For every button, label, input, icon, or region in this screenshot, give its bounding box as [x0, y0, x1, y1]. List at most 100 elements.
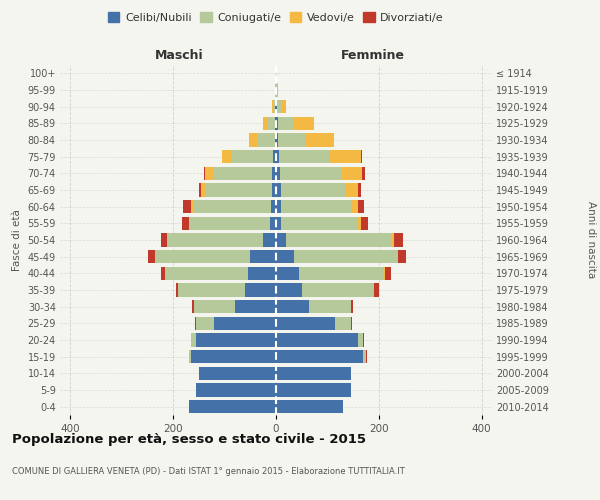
Bar: [176, 284, 178, 296]
Bar: [148, 250, 155, 264]
Bar: [275, 134, 276, 146]
Bar: [392, 234, 394, 246]
Bar: [276, 84, 277, 96]
Bar: [248, 266, 276, 280]
Bar: [201, 184, 205, 196]
Bar: [364, 350, 366, 364]
Bar: [167, 234, 168, 246]
Bar: [397, 250, 398, 264]
Bar: [155, 250, 250, 264]
Bar: [276, 250, 294, 264]
Bar: [196, 384, 276, 396]
Bar: [374, 284, 379, 296]
Bar: [196, 316, 214, 330]
Legend: Celibi/Nubili, Coniugati/e, Vedovi/e, Divorziati/e: Celibi/Nubili, Coniugati/e, Vedovi/e, Di…: [104, 8, 448, 28]
Bar: [222, 150, 232, 164]
Bar: [278, 150, 330, 164]
Text: Anni di nascita: Anni di nascita: [586, 202, 596, 278]
Bar: [272, 100, 274, 114]
Bar: [276, 300, 310, 314]
Bar: [272, 184, 276, 196]
Bar: [184, 200, 191, 213]
Bar: [361, 216, 368, 230]
Bar: [188, 216, 190, 230]
Bar: [310, 300, 350, 314]
Bar: [188, 350, 191, 364]
Bar: [342, 166, 362, 180]
Bar: [276, 284, 302, 296]
Bar: [276, 150, 278, 164]
Bar: [398, 250, 406, 264]
Bar: [277, 100, 281, 114]
Bar: [281, 184, 346, 196]
Bar: [188, 400, 276, 413]
Text: COMUNE DI GALLIERA VENETA (PD) - Dati ISTAT 1° gennaio 2015 - Elaborazione TUTTI: COMUNE DI GALLIERA VENETA (PD) - Dati IS…: [12, 468, 405, 476]
Bar: [276, 234, 286, 246]
Bar: [276, 266, 299, 280]
Bar: [271, 200, 276, 213]
Bar: [272, 166, 276, 180]
Bar: [278, 116, 293, 130]
Bar: [276, 334, 358, 346]
Bar: [281, 200, 350, 213]
Bar: [278, 134, 306, 146]
Bar: [263, 234, 276, 246]
Bar: [350, 300, 353, 314]
Bar: [276, 166, 280, 180]
Bar: [394, 234, 403, 246]
Bar: [190, 216, 270, 230]
Bar: [263, 116, 267, 130]
Bar: [302, 284, 374, 296]
Bar: [166, 266, 248, 280]
Bar: [276, 184, 281, 196]
Bar: [276, 200, 281, 213]
Bar: [276, 400, 343, 413]
Bar: [358, 334, 364, 346]
Bar: [299, 266, 384, 280]
Bar: [274, 100, 275, 114]
Bar: [267, 116, 275, 130]
Bar: [245, 284, 276, 296]
Bar: [361, 150, 362, 164]
Bar: [196, 334, 276, 346]
Bar: [161, 234, 167, 246]
Bar: [276, 100, 277, 114]
Bar: [199, 366, 276, 380]
Bar: [191, 350, 276, 364]
Bar: [235, 300, 276, 314]
Bar: [194, 300, 235, 314]
Bar: [214, 316, 276, 330]
Bar: [293, 116, 314, 130]
Bar: [346, 184, 358, 196]
Bar: [294, 250, 397, 264]
Bar: [350, 316, 352, 330]
Bar: [195, 316, 196, 330]
Bar: [385, 266, 391, 280]
Bar: [276, 366, 350, 380]
Bar: [274, 150, 276, 164]
Bar: [276, 134, 278, 146]
Bar: [286, 234, 392, 246]
Bar: [330, 150, 361, 164]
Bar: [270, 216, 276, 230]
Bar: [358, 200, 364, 213]
Y-axis label: Fasce di età: Fasce di età: [12, 209, 22, 271]
Bar: [276, 116, 278, 130]
Bar: [194, 200, 271, 213]
Bar: [205, 166, 213, 180]
Bar: [280, 166, 342, 180]
Bar: [199, 184, 201, 196]
Bar: [276, 316, 335, 330]
Bar: [362, 166, 365, 180]
Bar: [213, 166, 272, 180]
Bar: [276, 350, 364, 364]
Text: Maschi: Maschi: [154, 48, 203, 62]
Bar: [276, 216, 281, 230]
Text: Popolazione per età, sesso e stato civile - 2015: Popolazione per età, sesso e stato civil…: [12, 432, 366, 446]
Bar: [358, 184, 361, 196]
Bar: [250, 250, 276, 264]
Text: Femmine: Femmine: [341, 48, 405, 62]
Bar: [161, 266, 165, 280]
Bar: [204, 166, 205, 180]
Bar: [182, 216, 188, 230]
